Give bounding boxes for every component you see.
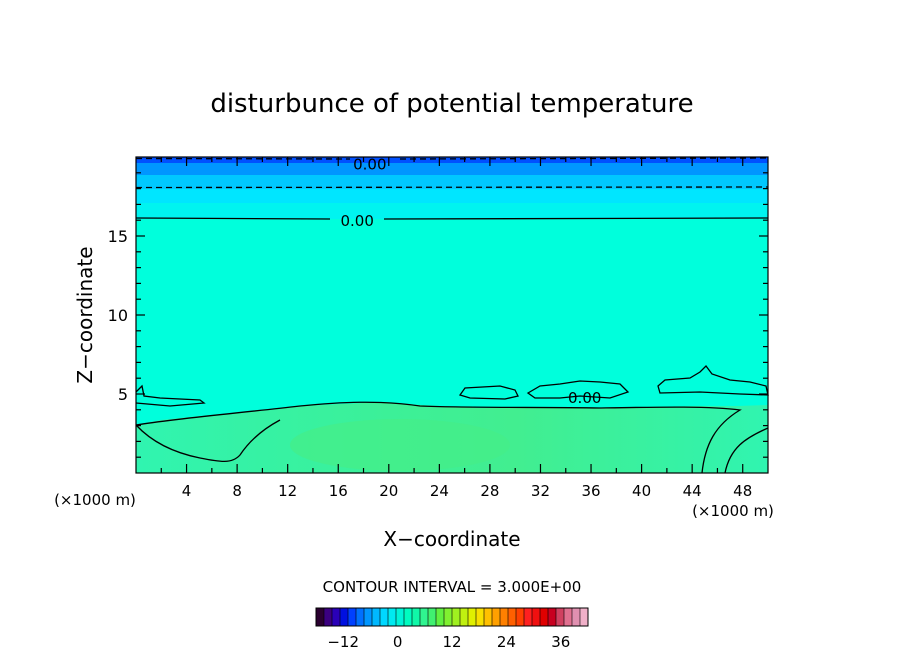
colorbar-swatch xyxy=(396,608,405,626)
contour-lower-band xyxy=(135,401,742,474)
top-band-1 xyxy=(136,189,768,203)
y-ticks: 5 10 15 xyxy=(108,172,768,458)
top-band-0 xyxy=(136,203,768,219)
colorbar-swatch xyxy=(364,608,373,626)
contour-interval: CONTOUR INTERVAL = 3.000E+00 xyxy=(323,578,582,596)
colorbar-swatch xyxy=(452,608,461,626)
colorbar-swatch xyxy=(436,608,445,626)
contour-label: 0.00 xyxy=(340,212,373,230)
x-tick-label: 8 xyxy=(232,482,242,500)
y-tick-label: 15 xyxy=(108,227,128,246)
x-axis-label: X−coordinate xyxy=(383,527,520,551)
x-tick-label: 32 xyxy=(531,482,550,500)
contour-cell-mid xyxy=(458,385,519,400)
colorbar-swatch xyxy=(348,608,357,626)
plot-field xyxy=(136,157,768,473)
top-band-4 xyxy=(136,157,768,163)
x-tick-label: 4 xyxy=(182,482,192,500)
colorbar-swatch xyxy=(468,608,477,626)
x-tick-label: 28 xyxy=(480,482,499,500)
colorbar-swatch xyxy=(540,608,549,626)
colorbar-swatch xyxy=(492,608,501,626)
x-tick-label: 16 xyxy=(329,482,348,500)
chart-title: disturbunce of potential temperature xyxy=(210,89,693,119)
colorbar-swatch xyxy=(508,608,517,626)
x-tick-label: 20 xyxy=(379,482,398,500)
colorbar-swatch xyxy=(404,608,413,626)
colorbar-swatch xyxy=(524,608,533,626)
colorbar-swatch xyxy=(572,608,581,626)
colorbar-swatch xyxy=(516,608,525,626)
x-tick-label: 40 xyxy=(632,482,651,500)
x-tick-label: 12 xyxy=(278,482,297,500)
top-band-2 xyxy=(136,175,768,189)
contour-zero-16 xyxy=(135,217,769,220)
x-unit-right: (×1000 m) xyxy=(692,502,774,520)
contour-label: 0.00 xyxy=(568,389,601,407)
contour-cell-right xyxy=(657,365,769,396)
x-ticks: 4 8 12 16 20 24 28 32 36 40 44 48 xyxy=(160,157,752,500)
colorbar xyxy=(315,607,589,627)
colorbar-swatch xyxy=(372,608,381,626)
y-tick-label: 10 xyxy=(108,306,128,325)
contour-dashed-top xyxy=(135,157,769,160)
colorbar-swatch xyxy=(316,608,325,626)
colorbar-tick-label: 12 xyxy=(442,633,461,651)
colorbar-swatch xyxy=(580,608,589,626)
y-axis-label: Z−coordinate xyxy=(73,246,97,383)
x-tick-label: 48 xyxy=(733,482,752,500)
colorbar-swatch xyxy=(340,608,349,626)
contour-dashed-18 xyxy=(135,186,769,189)
colorbar-swatch xyxy=(332,608,341,626)
colorbar-swatch xyxy=(444,608,453,626)
colorbar-swatch xyxy=(460,608,469,626)
contour-cell-mid-right xyxy=(526,380,630,399)
colorbar-swatch xyxy=(388,608,397,626)
y-tick-label: 5 xyxy=(118,385,128,404)
colorbar-swatch xyxy=(556,608,565,626)
x-unit-left: (×1000 m) xyxy=(54,491,136,509)
colorbar-swatch xyxy=(356,608,365,626)
top-band-3 xyxy=(136,163,768,175)
colorbar-swatch xyxy=(564,608,573,626)
contour-labels: 0.00 0.00 0.00 xyxy=(340,155,601,407)
colorbar-tick-label: −12 xyxy=(327,633,359,651)
colorbar-swatch xyxy=(380,608,389,626)
contour-lower-left xyxy=(135,419,281,463)
colorbar-swatch xyxy=(412,608,421,626)
colorbar-swatch xyxy=(548,608,557,626)
colorbar-frame xyxy=(315,607,589,627)
x-tick-label: 36 xyxy=(581,482,600,500)
x-tick-label: 24 xyxy=(430,482,449,500)
contour-cell-left xyxy=(135,384,206,407)
colorbar-swatch xyxy=(500,608,509,626)
colorbar-tick-label: 0 xyxy=(393,633,403,651)
colorbar-swatch xyxy=(324,608,333,626)
colorbar-tick-label: 24 xyxy=(497,633,516,651)
colorbar-tick-label: 36 xyxy=(551,633,570,651)
colorbar-swatch xyxy=(420,608,429,626)
colorbar-swatch xyxy=(532,608,541,626)
contours xyxy=(135,157,769,474)
colorbar-swatch xyxy=(476,608,485,626)
x-tick-label: 44 xyxy=(683,482,702,500)
lower-core xyxy=(290,419,510,471)
colorbar-ticks: −12 0 12 24 36 xyxy=(327,633,570,651)
colorbar-swatch xyxy=(428,608,437,626)
contour-label: 0.00 xyxy=(353,155,386,173)
colorbar-swatch xyxy=(484,608,493,626)
contour-lower-right xyxy=(724,427,769,474)
